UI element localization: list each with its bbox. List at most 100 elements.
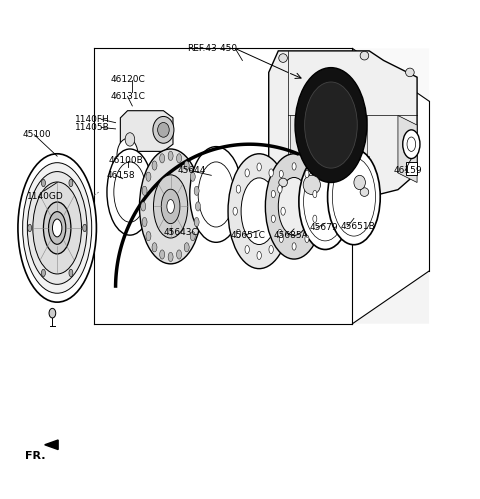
Ellipse shape <box>198 162 234 227</box>
Ellipse shape <box>41 179 46 187</box>
Ellipse shape <box>167 200 174 213</box>
Ellipse shape <box>241 178 277 245</box>
Ellipse shape <box>184 243 189 252</box>
Ellipse shape <box>194 218 199 227</box>
Ellipse shape <box>313 191 317 198</box>
Text: 46158: 46158 <box>107 171 135 180</box>
Ellipse shape <box>177 250 181 259</box>
Text: 45100: 45100 <box>22 130 51 139</box>
Ellipse shape <box>354 175 365 190</box>
Ellipse shape <box>23 163 92 293</box>
Ellipse shape <box>292 163 296 170</box>
Ellipse shape <box>152 243 157 252</box>
Ellipse shape <box>18 154 96 302</box>
Ellipse shape <box>360 51 369 60</box>
Ellipse shape <box>245 169 249 177</box>
Ellipse shape <box>292 243 296 250</box>
Ellipse shape <box>233 207 238 215</box>
Text: 45651B: 45651B <box>340 222 375 231</box>
Ellipse shape <box>28 224 32 232</box>
Text: 45644: 45644 <box>178 166 206 175</box>
Ellipse shape <box>177 154 181 163</box>
Ellipse shape <box>117 138 138 172</box>
Bar <box>406 162 417 175</box>
Ellipse shape <box>271 215 276 223</box>
Ellipse shape <box>153 116 174 143</box>
Ellipse shape <box>271 191 276 198</box>
Ellipse shape <box>305 235 309 243</box>
Ellipse shape <box>406 68 414 77</box>
Ellipse shape <box>279 178 288 187</box>
Text: 11405B: 11405B <box>75 123 109 132</box>
Ellipse shape <box>269 246 273 253</box>
Ellipse shape <box>107 149 153 235</box>
Ellipse shape <box>278 230 282 238</box>
Ellipse shape <box>48 212 66 245</box>
Ellipse shape <box>69 179 73 187</box>
Ellipse shape <box>140 149 202 264</box>
Ellipse shape <box>407 137 416 151</box>
Ellipse shape <box>279 54 288 62</box>
Ellipse shape <box>279 170 283 178</box>
Ellipse shape <box>360 188 369 197</box>
Text: REF.43-450: REF.43-450 <box>187 44 238 53</box>
Ellipse shape <box>190 147 242 243</box>
Ellipse shape <box>160 154 165 163</box>
Polygon shape <box>94 271 429 324</box>
Ellipse shape <box>281 207 285 215</box>
Ellipse shape <box>161 189 180 224</box>
Ellipse shape <box>69 269 73 276</box>
Polygon shape <box>290 115 367 156</box>
Text: 46159: 46159 <box>393 166 422 175</box>
Ellipse shape <box>146 172 151 181</box>
Ellipse shape <box>327 149 380 245</box>
Polygon shape <box>120 111 173 151</box>
Text: 46131C: 46131C <box>111 92 145 101</box>
Ellipse shape <box>154 175 188 238</box>
Ellipse shape <box>236 185 240 193</box>
Text: 1140GD: 1140GD <box>27 192 64 202</box>
Ellipse shape <box>305 170 309 178</box>
Ellipse shape <box>83 224 86 232</box>
Ellipse shape <box>195 202 201 211</box>
Ellipse shape <box>278 178 310 236</box>
Ellipse shape <box>33 182 82 274</box>
Ellipse shape <box>152 161 157 170</box>
Ellipse shape <box>257 251 261 259</box>
Ellipse shape <box>332 158 375 236</box>
Ellipse shape <box>43 202 71 254</box>
Ellipse shape <box>142 218 147 227</box>
Ellipse shape <box>141 202 146 211</box>
Polygon shape <box>398 115 417 183</box>
Ellipse shape <box>168 252 173 261</box>
Ellipse shape <box>299 154 351 250</box>
Ellipse shape <box>236 230 240 238</box>
Text: 45685A: 45685A <box>274 231 308 240</box>
Ellipse shape <box>49 308 56 318</box>
Text: 45643C: 45643C <box>163 228 198 237</box>
Ellipse shape <box>142 186 147 196</box>
Ellipse shape <box>403 130 420 159</box>
Ellipse shape <box>194 186 199 196</box>
Ellipse shape <box>269 169 273 177</box>
Ellipse shape <box>160 250 165 259</box>
Ellipse shape <box>168 151 173 161</box>
Ellipse shape <box>184 161 189 170</box>
Ellipse shape <box>27 172 87 284</box>
Polygon shape <box>45 440 58 450</box>
Ellipse shape <box>114 162 146 222</box>
Ellipse shape <box>190 172 195 181</box>
Ellipse shape <box>41 269 46 276</box>
Ellipse shape <box>228 154 290 268</box>
Ellipse shape <box>257 163 261 171</box>
Ellipse shape <box>125 133 135 146</box>
Ellipse shape <box>146 232 151 241</box>
Polygon shape <box>298 156 369 190</box>
Ellipse shape <box>278 185 282 193</box>
Ellipse shape <box>305 82 357 168</box>
Text: 45679: 45679 <box>310 224 338 233</box>
Polygon shape <box>94 48 429 101</box>
Ellipse shape <box>52 219 62 237</box>
Ellipse shape <box>157 122 169 137</box>
Ellipse shape <box>303 175 321 195</box>
